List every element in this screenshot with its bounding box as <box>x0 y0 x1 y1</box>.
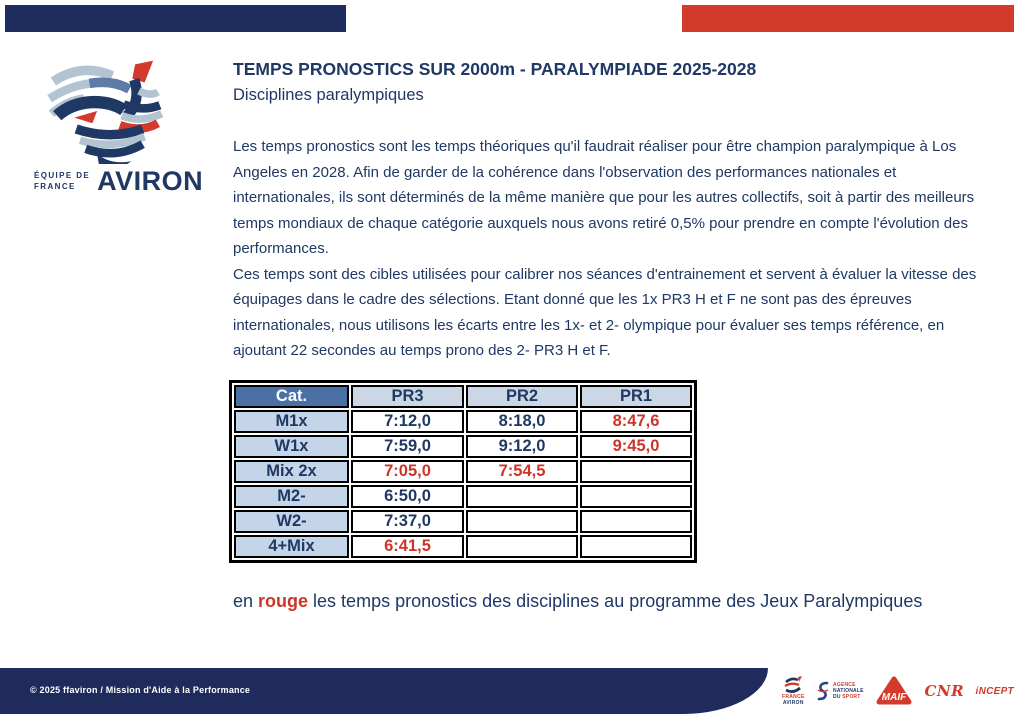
row-label: W2- <box>234 510 349 533</box>
equipe-de-france-label: ÉQUIPE DE FRANCE <box>34 171 91 192</box>
time-cell: 6:50,0 <box>351 485 464 508</box>
france-aviron-logo: FRANCE AVIRON <box>782 676 805 706</box>
aviron-wordmark: AVIRON <box>97 166 204 196</box>
agence-nationale-du-sport-logo: AGENCE NATIONALE DU SPORT <box>816 681 864 701</box>
row-label: W1x <box>234 435 349 458</box>
col-header-pr1: PR1 <box>580 385 692 408</box>
table-row: W1x 7:59,0 9:12,0 9:45,0 <box>234 435 692 458</box>
rooster-icon <box>47 60 164 164</box>
col-header-pr3: PR3 <box>351 385 464 408</box>
intro-paragraph: Les temps pronostics sont les temps théo… <box>233 138 975 257</box>
time-cell <box>466 510 578 533</box>
row-label: Mix 2x <box>234 460 349 483</box>
svg-text:MAIF: MAIF <box>882 692 907 703</box>
time-cell <box>580 535 692 558</box>
table-row: W2- 7:37,0 <box>234 510 692 533</box>
ans-s-icon <box>817 681 829 701</box>
maif-logo: MAIF <box>875 675 913 707</box>
time-cell: 7:12,0 <box>351 410 464 433</box>
top-left-navy-bar <box>5 5 346 32</box>
time-cell: 7:37,0 <box>351 510 464 533</box>
main-content: TEMPS PRONOSTICS SUR 2000m - PARALYMPIAD… <box>233 58 1024 364</box>
time-cell: 7:59,0 <box>351 435 464 458</box>
table-row: M1x 7:12,0 8:18,0 8:47,6 <box>234 410 692 433</box>
time-cell <box>466 535 578 558</box>
time-cell <box>580 510 692 533</box>
row-label: M2- <box>234 485 349 508</box>
time-cell: 7:54,5 <box>466 460 578 483</box>
table-header-row: Cat. PR3 PR2 PR1 <box>234 385 692 408</box>
cnr-logo: CNR <box>924 682 965 700</box>
page-title: TEMPS PRONOSTICS SUR 2000m - PARALYMPIAD… <box>233 59 757 79</box>
method-paragraph: Ces temps sont des cibles utilisées pour… <box>233 265 977 360</box>
time-cell: 7:05,0 <box>351 460 464 483</box>
time-cell <box>466 485 578 508</box>
col-header-cat: Cat. <box>234 385 349 408</box>
top-right-red-bar <box>682 5 1014 32</box>
equipe-de-france-aviron-logo: ÉQUIPE DE FRANCE AVIRON <box>28 56 222 196</box>
prognostic-times-table: Cat. PR3 PR2 PR1 M1x 7:12,0 8:18,0 8:47,… <box>229 380 697 563</box>
time-cell: 9:45,0 <box>580 435 692 458</box>
maif-triangle-icon: MAIF <box>876 676 912 705</box>
legend-note-suffix: les temps pronostics des disciplines au … <box>308 591 923 611</box>
footer-bar: © 2025 ffaviron / Mission d'Aide à la Pe… <box>0 668 768 714</box>
legend-note-highlight: rouge <box>258 591 309 611</box>
row-label: 4+Mix <box>234 535 349 558</box>
legend-note-prefix: en <box>233 591 259 611</box>
time-cell <box>580 460 692 483</box>
time-cell <box>580 485 692 508</box>
col-header-pr2: PR2 <box>466 385 578 408</box>
incept-logo: iNCEPT <box>975 685 1014 697</box>
france-aviron-rooster-icon <box>784 676 803 693</box>
partner-logos: FRANCE AVIRON AGENCE NATIONALE DU SPORT … <box>776 668 1020 714</box>
table-row: 4+Mix 6:41,5 <box>234 535 692 558</box>
table-row: M2- 6:50,0 <box>234 485 692 508</box>
page-subtitle: Disciplines paralympiques <box>233 86 424 104</box>
legend-note: en rouge les temps pronostics des discip… <box>233 591 922 612</box>
copyright-text: © 2025 ffaviron / Mission d'Aide à la Pe… <box>30 685 251 695</box>
row-label: M1x <box>234 410 349 433</box>
time-cell: 9:12,0 <box>466 435 578 458</box>
time-cell: 8:18,0 <box>466 410 578 433</box>
time-cell: 6:41,5 <box>351 535 464 558</box>
table-row: Mix 2x 7:05,0 7:54,5 <box>234 460 692 483</box>
time-cell: 8:47,6 <box>580 410 692 433</box>
